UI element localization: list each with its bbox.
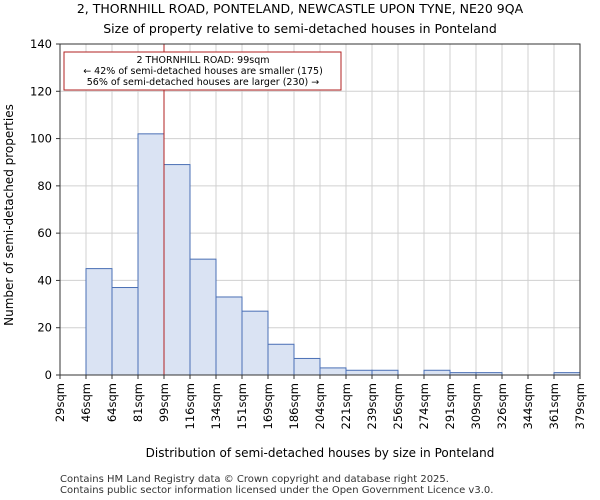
- bar: [423, 369, 451, 376]
- bar: [371, 369, 399, 376]
- x-tick-label: 221sqm: [339, 383, 353, 429]
- x-tick-label: 361sqm: [547, 383, 561, 429]
- y-tick-label: 120: [30, 84, 52, 98]
- x-tick-label: 46sqm: [79, 383, 93, 422]
- bar: [345, 369, 373, 376]
- x-tick-label: 116sqm: [183, 383, 197, 429]
- y-axis-label: Number of semi-detached properties: [2, 104, 16, 326]
- bar: [319, 367, 347, 376]
- bar: [85, 268, 113, 376]
- y-axis-ticks: 0 20 40 60 80 100 120 140: [30, 37, 60, 382]
- x-tick-label: 326sqm: [495, 383, 509, 429]
- x-tick-label: 291sqm: [443, 383, 457, 429]
- bar: [241, 310, 269, 376]
- y-tick-label: 60: [37, 226, 52, 240]
- x-tick-label: 169sqm: [261, 383, 275, 429]
- chart-subtitle: Size of property relative to semi-detach…: [103, 21, 497, 36]
- bar: [111, 287, 139, 376]
- annotation-line-1: 2 THORNHILL ROAD: 99sqm: [136, 55, 269, 66]
- bar: [137, 133, 165, 376]
- footer-line-1: Contains HM Land Registry data © Crown c…: [60, 474, 449, 485]
- x-tick-label: 151sqm: [235, 383, 249, 429]
- x-tick-label: 134sqm: [209, 383, 223, 429]
- x-tick-label: 29sqm: [53, 383, 67, 422]
- bar: [215, 296, 243, 376]
- bars: [85, 133, 581, 376]
- x-tick-label: 81sqm: [131, 383, 145, 422]
- x-axis-ticks: 29sqm 46sqm 64sqm 81sqm 99sqm 116sqm 134sqm 151…: [53, 375, 587, 429]
- x-tick-label: 274sqm: [417, 383, 431, 429]
- x-tick-label: 64sqm: [105, 383, 119, 422]
- x-tick-label: 309sqm: [469, 383, 483, 429]
- y-tick-label: 100: [30, 132, 52, 146]
- y-tick-label: 0: [45, 368, 52, 382]
- property-marker: 2 THORNHILL ROAD: 99sqm← 42% of semi-det…: [63, 44, 342, 375]
- y-tick-label: 140: [30, 37, 52, 51]
- x-tick-label: 344sqm: [521, 383, 535, 429]
- footer-line-2: Contains public sector information licen…: [60, 485, 494, 496]
- x-tick-label: 204sqm: [313, 383, 327, 429]
- x-tick-label: 99sqm: [157, 383, 171, 422]
- x-tick-label: 379sqm: [573, 383, 587, 429]
- x-tick-label: 239sqm: [365, 383, 379, 429]
- x-tick-label: 256sqm: [391, 383, 405, 429]
- y-tick-label: 20: [37, 321, 52, 335]
- bar: [267, 343, 295, 376]
- x-tick-label: 186sqm: [287, 383, 301, 429]
- y-tick-label: 80: [37, 179, 52, 193]
- annotation-line-2: ← 42% of semi-detached houses are smalle…: [83, 66, 323, 77]
- bar: [163, 164, 191, 376]
- chart-title: 2, THORNHILL ROAD, PONTELAND, NEWCASTLE …: [77, 1, 524, 16]
- x-axis-label: Distribution of semi-detached houses by …: [146, 446, 495, 460]
- annotation-line-3: 56% of semi-detached houses are larger (…: [87, 77, 320, 88]
- annotation-box: [63, 51, 342, 91]
- bar: [293, 357, 321, 376]
- bar: [189, 258, 217, 376]
- y-tick-label: 40: [37, 273, 52, 287]
